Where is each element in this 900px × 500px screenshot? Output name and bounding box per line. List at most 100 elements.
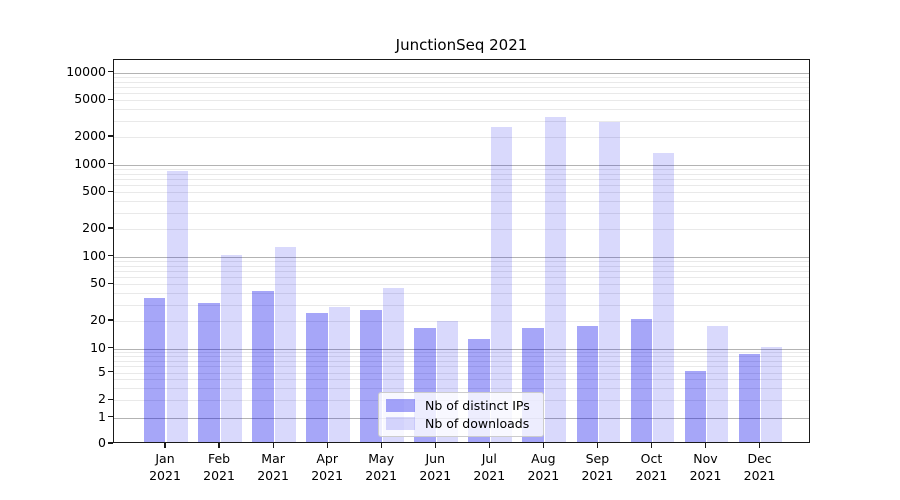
major-gridline — [114, 164, 809, 166]
minor-gridline — [114, 265, 809, 267]
y-tick-label: 20 — [90, 312, 106, 327]
x-tick-label-jan: Jan 2021 — [149, 451, 181, 483]
bar-downloads-dec — [761, 346, 783, 442]
y-tick-mark — [108, 442, 113, 444]
bar-distinct-ips-nov — [684, 370, 706, 442]
bar-distinct-ips-oct — [630, 319, 652, 442]
minor-gridline — [114, 81, 809, 83]
y-tick-mark — [108, 319, 113, 321]
bar-downloads-nov — [707, 325, 729, 442]
y-tick-label: 10000 — [66, 63, 106, 79]
bar-downloads-sep — [598, 121, 621, 442]
bar-downloads-aug — [544, 116, 567, 442]
y-tick-label: 100 — [82, 247, 106, 263]
x-tick-label-mar: Mar 2021 — [257, 451, 289, 483]
y-tick-mark — [108, 255, 113, 257]
minor-gridline — [114, 372, 809, 374]
x-tick-mark — [758, 443, 761, 448]
minor-gridline — [114, 388, 809, 390]
bar-downloads-oct — [652, 153, 675, 442]
minor-gridline — [114, 185, 809, 187]
legend-swatch-distinct-ips — [386, 398, 415, 412]
y-tick-mark — [108, 98, 113, 100]
minor-gridline — [114, 137, 809, 138]
x-tick-mark — [326, 443, 328, 448]
legend-swatch-downloads — [386, 417, 415, 431]
x-tick-mark — [272, 443, 274, 448]
y-tick-label: 2000 — [74, 128, 106, 143]
y-tick-mark — [108, 282, 113, 284]
minor-gridline — [114, 321, 809, 322]
x-tick-label-jun: Jun 2021 — [419, 451, 452, 483]
x-tick-mark — [434, 443, 436, 448]
x-tick-mark — [380, 443, 382, 448]
major-gridline — [114, 348, 809, 350]
y-tick-label: 1000 — [74, 155, 106, 171]
minor-gridline — [114, 109, 809, 111]
minor-gridline — [114, 356, 809, 358]
x-tick-mark — [218, 443, 220, 448]
bar-distinct-ips-jan — [144, 297, 166, 442]
y-tick-mark — [108, 416, 113, 418]
minor-gridline — [114, 352, 809, 354]
bar-downloads-jan — [166, 170, 188, 442]
y-tick-label: 2 — [98, 391, 106, 407]
x-tick-label-apr: Apr 2021 — [311, 451, 344, 483]
bar-distinct-ips-dec — [738, 354, 761, 442]
minor-gridline — [114, 229, 809, 230]
y-tick-mark — [108, 371, 113, 373]
y-tick-label: 10 — [90, 339, 106, 355]
x-tick-mark — [488, 443, 490, 448]
minor-gridline — [114, 192, 809, 194]
x-tick-mark — [164, 443, 166, 448]
bar-distinct-ips-mar — [252, 291, 274, 442]
y-tick-mark — [108, 398, 113, 400]
x-tick-label-may: May 2021 — [365, 451, 398, 483]
bar-distinct-ips-sep — [576, 325, 598, 442]
legend-item-distinct-ips: Nb of distinct IPs — [379, 397, 543, 414]
y-tick-label: 5000 — [74, 91, 106, 107]
y-tick-label: 0 — [98, 435, 106, 450]
y-tick-mark — [108, 135, 113, 137]
major-gridline — [114, 72, 809, 74]
minor-gridline — [114, 178, 809, 180]
y-tick-label: 1 — [98, 408, 106, 424]
minor-gridline — [114, 201, 809, 203]
minor-gridline — [114, 212, 809, 214]
bar-downloads-mar — [274, 246, 296, 442]
x-tick-label-feb: Feb 2021 — [203, 451, 235, 483]
y-tick-mark — [108, 163, 113, 165]
minor-gridline — [114, 100, 809, 102]
minor-gridline — [114, 76, 809, 78]
major-gridline — [114, 256, 809, 258]
minor-gridline — [114, 120, 809, 122]
minor-gridline — [114, 293, 809, 295]
x-tick-label-nov: Nov 2021 — [689, 451, 722, 483]
y-tick-label: 5 — [98, 363, 106, 379]
minor-gridline — [114, 260, 809, 262]
x-tick-mark — [704, 443, 707, 448]
x-tick-label-jul: Jul 2021 — [473, 451, 506, 483]
minor-gridline — [114, 304, 809, 306]
y-tick-label: 50 — [90, 275, 106, 291]
minor-gridline — [114, 93, 809, 95]
x-tick-label-dec: Dec 2021 — [743, 451, 776, 483]
legend-item-downloads: Nb of downloads — [379, 415, 543, 432]
minor-gridline — [114, 284, 809, 286]
bar-distinct-ips-apr — [306, 313, 328, 442]
x-tick-label-aug: Aug 2021 — [527, 451, 560, 483]
minor-gridline — [114, 379, 809, 381]
x-tick-mark — [542, 443, 544, 448]
y-tick-label: 200 — [82, 220, 106, 235]
y-tick-mark — [108, 71, 113, 73]
x-tick-label-sep: Sep 2021 — [581, 451, 614, 483]
y-tick-mark — [108, 227, 113, 229]
bar-downloads-jul — [490, 126, 513, 442]
bar-distinct-ips-feb — [198, 302, 220, 442]
minor-gridline — [114, 173, 809, 175]
minor-gridline — [114, 366, 809, 368]
legend-label-distinct-ips: Nb of distinct IPs — [425, 397, 530, 413]
minor-gridline — [114, 168, 809, 170]
x-tick-label-oct: Oct 2021 — [635, 451, 668, 483]
